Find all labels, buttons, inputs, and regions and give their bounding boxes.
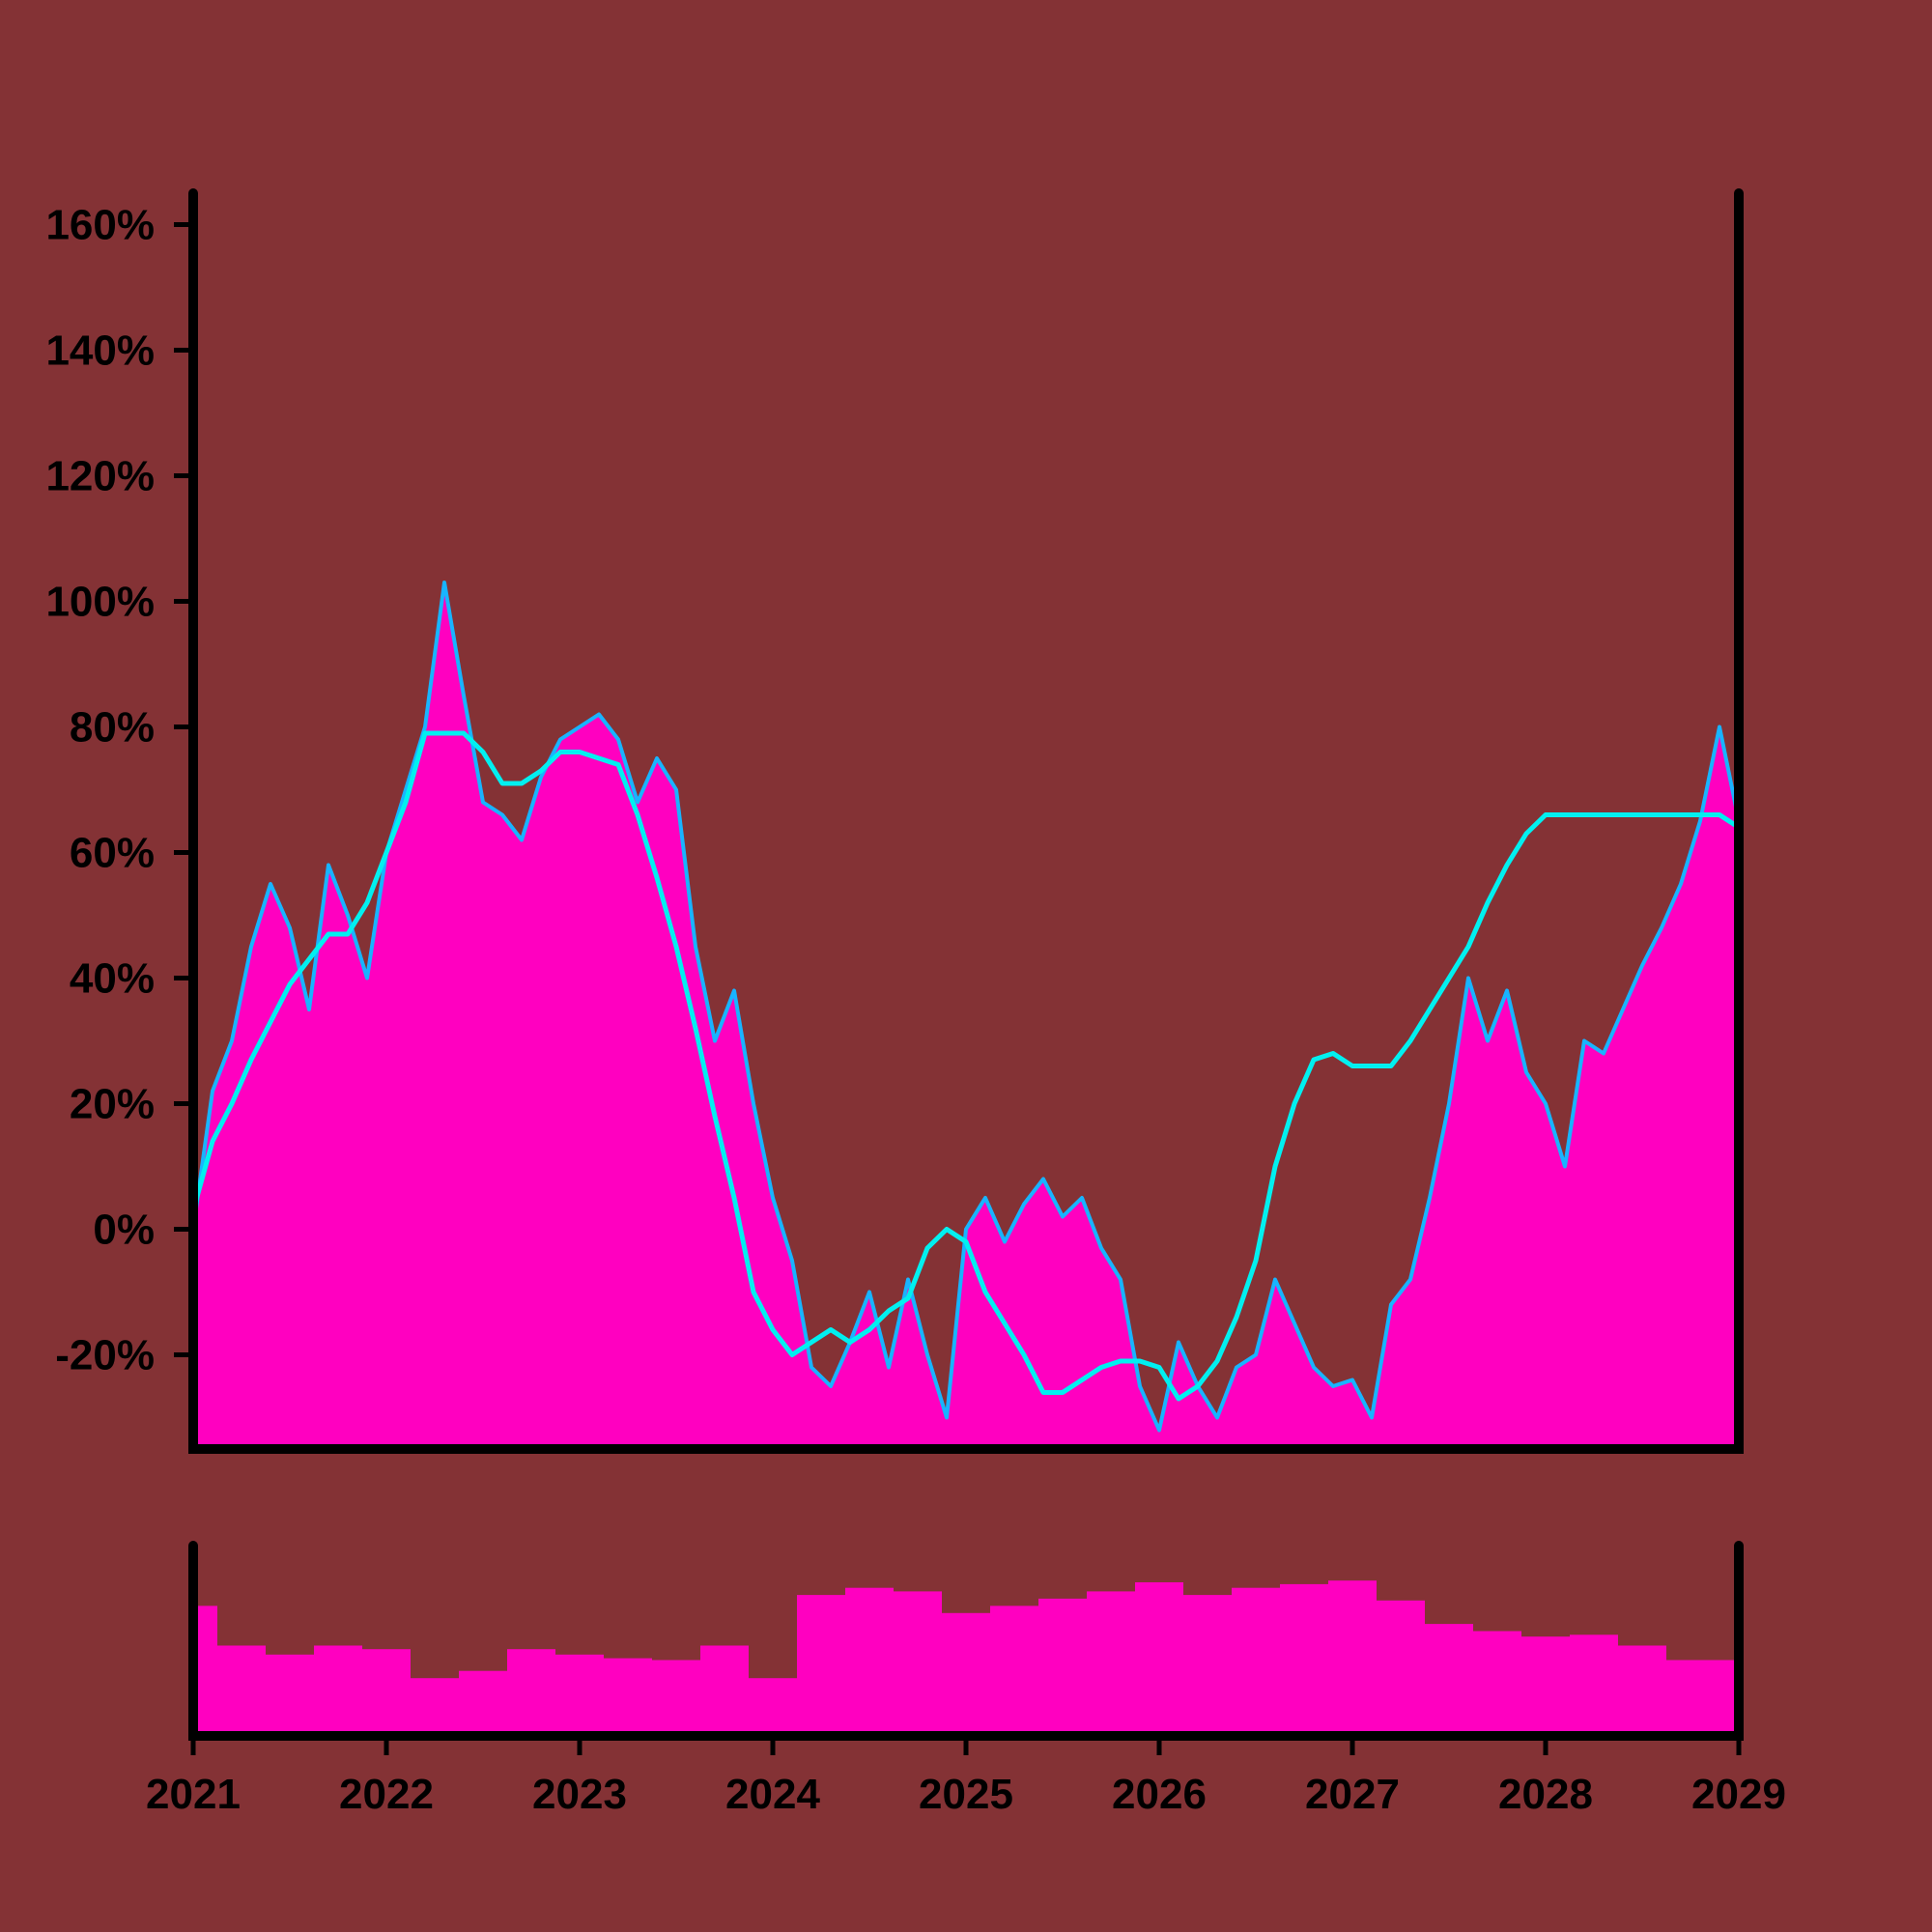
volume-bar (1038, 1598, 1087, 1736)
volume-bar (1618, 1645, 1666, 1736)
volume-bar (362, 1649, 411, 1736)
volume-bar (1135, 1582, 1183, 1736)
y-tick-label: 100% (45, 579, 155, 626)
volume-bar (700, 1645, 749, 1736)
main-panel (193, 581, 1739, 1449)
volume-bar (652, 1660, 700, 1736)
x-tick-label: 2025 (919, 1771, 1013, 1818)
volume-bar (411, 1678, 459, 1736)
volume-bar (1473, 1631, 1521, 1736)
volume-bar (266, 1654, 314, 1736)
volume-bar (1521, 1636, 1570, 1737)
volume-bar (1232, 1587, 1280, 1736)
volume-bar (845, 1587, 894, 1736)
volume-bar (1183, 1595, 1232, 1736)
x-tick-label: 2027 (1305, 1771, 1400, 1818)
x-tick-label: 2028 (1498, 1771, 1593, 1818)
volume-bar (990, 1605, 1038, 1736)
y-tick-label: 140% (45, 327, 155, 375)
y-tick-label: 60% (70, 830, 155, 877)
y-tick-label: 40% (70, 955, 155, 1003)
volume-bar (1666, 1660, 1715, 1736)
volume-bar (1570, 1634, 1618, 1736)
x-tick-label: 2022 (339, 1771, 434, 1818)
x-tick-label: 2024 (725, 1771, 820, 1818)
volume-bar (555, 1654, 604, 1736)
volume-bar (1280, 1583, 1328, 1736)
y-tick-label: -20% (55, 1332, 155, 1379)
volume-bar (604, 1658, 652, 1736)
volume-bar (1087, 1591, 1135, 1736)
volume-bar (749, 1678, 797, 1736)
volume-bar (942, 1612, 990, 1736)
volume-bar (1425, 1624, 1473, 1736)
x-tick-label: 2023 (532, 1771, 627, 1818)
volume-bar (459, 1670, 507, 1736)
price-area (193, 582, 1739, 1449)
volume-bar (1377, 1600, 1425, 1737)
volume-panel (197, 1580, 1735, 1737)
y-tick-label: 20% (70, 1081, 155, 1128)
y-tick-label: 160% (45, 202, 155, 249)
moving-average-line (193, 730, 1739, 1402)
x-tick-label: 2021 (146, 1771, 241, 1818)
volume-bar (1328, 1580, 1377, 1736)
x-tick-label: 2026 (1112, 1771, 1207, 1818)
axes: -20% 0% 20% 40% 60% 80% 100% 120% 140% 160% 2021 20… (45, 188, 1786, 1818)
volume-bar (797, 1595, 845, 1736)
volume-bar (1715, 1660, 1735, 1736)
volume-bar (217, 1645, 266, 1736)
y-tick-label: 0% (93, 1207, 155, 1254)
volume-bar (314, 1645, 362, 1736)
main-axis-frame (188, 188, 1744, 1454)
volume-bar (197, 1605, 217, 1736)
y-tick-label: 80% (70, 704, 155, 752)
volume-bar (507, 1649, 555, 1736)
volume-bar (894, 1591, 942, 1736)
y-tick-label: 120% (45, 453, 155, 500)
x-tick-label: 2029 (1691, 1771, 1786, 1818)
